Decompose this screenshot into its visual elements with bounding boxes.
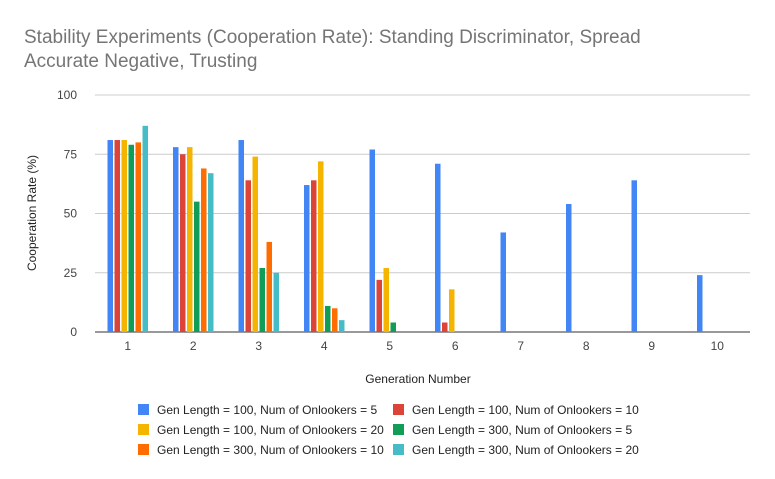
y-tick-label: 25	[64, 266, 78, 280]
x-tick-label: 9	[648, 339, 655, 353]
bar-series-2-gen-3	[245, 180, 251, 332]
bar-series-6-gen-2	[208, 173, 214, 332]
bars	[107, 125, 703, 332]
bar-series-2-gen-5	[376, 279, 382, 332]
bar-series-1-gen-10	[697, 275, 703, 332]
bar-series-1-gen-1	[107, 140, 113, 332]
legend-item-4: Gen Length = 300, Num of Onlookers = 5	[393, 423, 632, 437]
legend-swatch	[393, 404, 404, 415]
legend-item-3: Gen Length = 100, Num of Onlookers = 20	[138, 423, 384, 437]
bar-series-3-gen-2	[187, 147, 193, 332]
x-tick-label: 3	[255, 339, 262, 353]
gridlines	[95, 94, 750, 333]
y-axis-label: Cooperation Rate (%)	[25, 155, 39, 271]
bar-series-4-gen-2	[194, 201, 200, 332]
legend-label: Gen Length = 100, Num of Onlookers = 20	[157, 423, 384, 437]
legend-label: Gen Length = 300, Num of Onlookers = 10	[157, 443, 384, 457]
y-tick-label: 75	[64, 147, 78, 161]
bar-series-3-gen-1	[121, 140, 127, 332]
legend-item-1: Gen Length = 100, Num of Onlookers = 5	[138, 403, 377, 417]
bar-series-1-gen-8	[566, 204, 572, 332]
legend-label: Gen Length = 300, Num of Onlookers = 5	[412, 423, 632, 437]
x-axis-ticks: 1 2 3 4 5 6 7 8 9 10	[124, 339, 724, 353]
chart-title-line-1: Stability Experiments (Cooperation Rate)…	[24, 27, 641, 48]
legend-swatch	[138, 444, 149, 455]
legend-item-5: Gen Length = 300, Num of Onlookers = 10	[138, 443, 384, 457]
legend-item-6: Gen Length = 300, Num of Onlookers = 20	[393, 443, 639, 457]
legend: Gen Length = 100, Num of Onlookers = 5 Ge…	[138, 403, 639, 457]
bar-series-4-gen-5	[390, 322, 396, 332]
x-tick-label: 8	[583, 339, 590, 353]
bar-series-6-gen-1	[142, 125, 148, 332]
y-tick-label: 100	[57, 88, 77, 102]
legend-swatch	[138, 404, 149, 415]
bar-series-2-gen-2	[180, 154, 186, 332]
bar-series-5-gen-3	[266, 241, 272, 332]
bar-series-1-gen-6	[435, 163, 441, 332]
y-tick-label: 50	[64, 207, 78, 221]
x-tick-label: 4	[321, 339, 328, 353]
bar-series-4-gen-3	[259, 268, 265, 332]
x-tick-label: 1	[124, 339, 131, 353]
x-tick-label: 10	[711, 339, 725, 353]
bar-series-4-gen-4	[325, 305, 331, 332]
bar-series-1-gen-2	[173, 147, 179, 332]
bar-series-2-gen-6	[442, 322, 448, 332]
bar-series-2-gen-4	[311, 180, 317, 332]
legend-label: Gen Length = 100, Num of Onlookers = 5	[157, 403, 377, 417]
bar-series-2-gen-1	[114, 140, 120, 332]
legend-swatch	[393, 444, 404, 455]
x-tick-label: 5	[386, 339, 393, 353]
legend-swatch	[393, 424, 404, 435]
bar-series-5-gen-1	[135, 142, 141, 332]
legend-swatch	[138, 424, 149, 435]
legend-label: Gen Length = 300, Num of Onlookers = 20	[412, 443, 639, 457]
y-tick-label: 0	[70, 325, 77, 339]
bar-series-1-gen-9	[631, 180, 637, 332]
bar-series-1-gen-4	[304, 185, 310, 332]
chart-title-line-2: Accurate Negative, Trusting	[24, 51, 257, 72]
x-tick-label: 6	[452, 339, 459, 353]
bar-series-1-gen-3	[238, 140, 244, 332]
legend-label: Gen Length = 100, Num of Onlookers = 10	[412, 403, 639, 417]
x-axis-label: Generation Number	[365, 372, 470, 386]
bar-series-3-gen-5	[383, 268, 389, 332]
bar-series-5-gen-4	[332, 308, 338, 332]
bar-series-3-gen-6	[449, 289, 455, 332]
bar-series-5-gen-2	[201, 168, 207, 332]
x-tick-label: 2	[190, 339, 197, 353]
y-axis-ticks: 0 25 50 75 100	[57, 88, 77, 339]
bar-series-1-gen-5	[369, 149, 375, 332]
bar-series-1-gen-7	[500, 232, 506, 332]
x-tick-label: 7	[517, 339, 524, 353]
bar-series-6-gen-4	[339, 320, 345, 332]
legend-item-2: Gen Length = 100, Num of Onlookers = 10	[393, 403, 639, 417]
bar-series-3-gen-3	[252, 156, 258, 332]
bar-series-3-gen-4	[318, 161, 324, 332]
bar-series-6-gen-3	[273, 272, 279, 332]
bar-series-4-gen-1	[128, 144, 134, 332]
